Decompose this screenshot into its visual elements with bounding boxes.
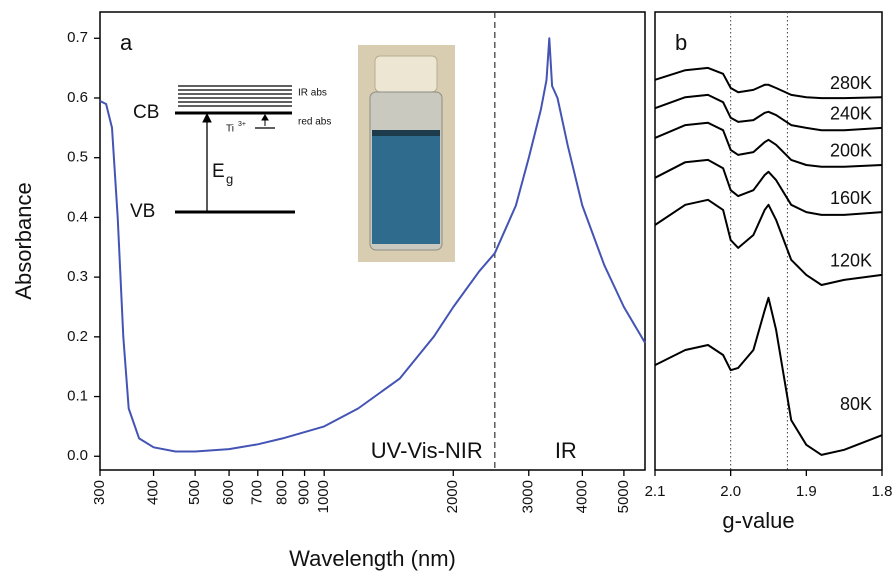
eg-subscript: g bbox=[226, 171, 233, 186]
x-tick-label: 2.1 bbox=[645, 483, 666, 500]
y-tick-label: 0.2 bbox=[67, 328, 88, 345]
spectrum-line bbox=[654, 121, 883, 168]
data-line bbox=[99, 37, 646, 453]
y-tick-label: 0.7 bbox=[67, 29, 88, 46]
series-label: 240K bbox=[830, 104, 872, 124]
y-tick-label: 0.5 bbox=[67, 149, 88, 166]
y-tick-label: 0.6 bbox=[67, 89, 88, 106]
spectrum-line bbox=[654, 93, 883, 132]
x-tick-label: 4000 bbox=[573, 480, 590, 513]
y-tick-label: 0.3 bbox=[67, 268, 88, 285]
band-diagram bbox=[175, 85, 295, 214]
x-tick-label: 1000 bbox=[315, 480, 332, 513]
ir-abs-label: IR abs bbox=[298, 88, 327, 99]
x-tick-label: 2.0 bbox=[720, 483, 741, 500]
series-label: 160K bbox=[830, 188, 872, 208]
panel-label: a bbox=[120, 30, 133, 55]
x-axis-label: g-value bbox=[722, 508, 794, 533]
y-tick-label: 0.4 bbox=[67, 208, 88, 225]
x-tick-label: 3000 bbox=[520, 480, 537, 513]
red-abs-label: red abs bbox=[298, 117, 331, 128]
cb-label: CB bbox=[133, 102, 159, 123]
x-tick-label: 700 bbox=[249, 480, 266, 505]
x-tick-label: 400 bbox=[145, 480, 162, 505]
plot-frame bbox=[99, 11, 646, 471]
spectrum-line bbox=[654, 198, 883, 286]
x-tick-label: 5000 bbox=[615, 480, 632, 513]
y-tick-label: 0.1 bbox=[67, 388, 88, 405]
series-label: 280K bbox=[830, 73, 872, 93]
series-label: 200K bbox=[830, 141, 872, 161]
plot-frame bbox=[654, 11, 883, 471]
x-tick-label: 800 bbox=[274, 480, 291, 505]
series-label: 80K bbox=[840, 394, 872, 414]
spectrum-line bbox=[654, 66, 883, 100]
spectrum-line bbox=[654, 296, 883, 456]
vb-label: VB bbox=[130, 201, 155, 222]
x-axis-label: Wavelength (nm) bbox=[289, 546, 456, 571]
x-tick-label: 1.9 bbox=[796, 483, 817, 500]
x-tick-label: 900 bbox=[296, 480, 313, 505]
x-tick-label: 600 bbox=[220, 480, 237, 505]
x-tick-label: 2000 bbox=[444, 480, 461, 513]
x-tick-label: 500 bbox=[186, 480, 203, 505]
eg-label: E bbox=[212, 161, 225, 182]
region-label: UV-Vis-NIR bbox=[371, 438, 483, 463]
x-tick-label: 1.8 bbox=[872, 483, 893, 500]
ti-label: Ti bbox=[226, 124, 234, 135]
region-label: IR bbox=[555, 438, 577, 463]
spectrum-line bbox=[654, 158, 883, 216]
y-tick-label: 0.0 bbox=[67, 447, 88, 464]
panel-label: b bbox=[675, 30, 687, 55]
ti-superscript: 3+ bbox=[238, 121, 246, 128]
y-axis-label: Absorbance bbox=[11, 182, 36, 299]
x-tick-label: 300 bbox=[91, 480, 108, 505]
vial-photo bbox=[358, 45, 455, 262]
series-label: 120K bbox=[830, 251, 872, 271]
